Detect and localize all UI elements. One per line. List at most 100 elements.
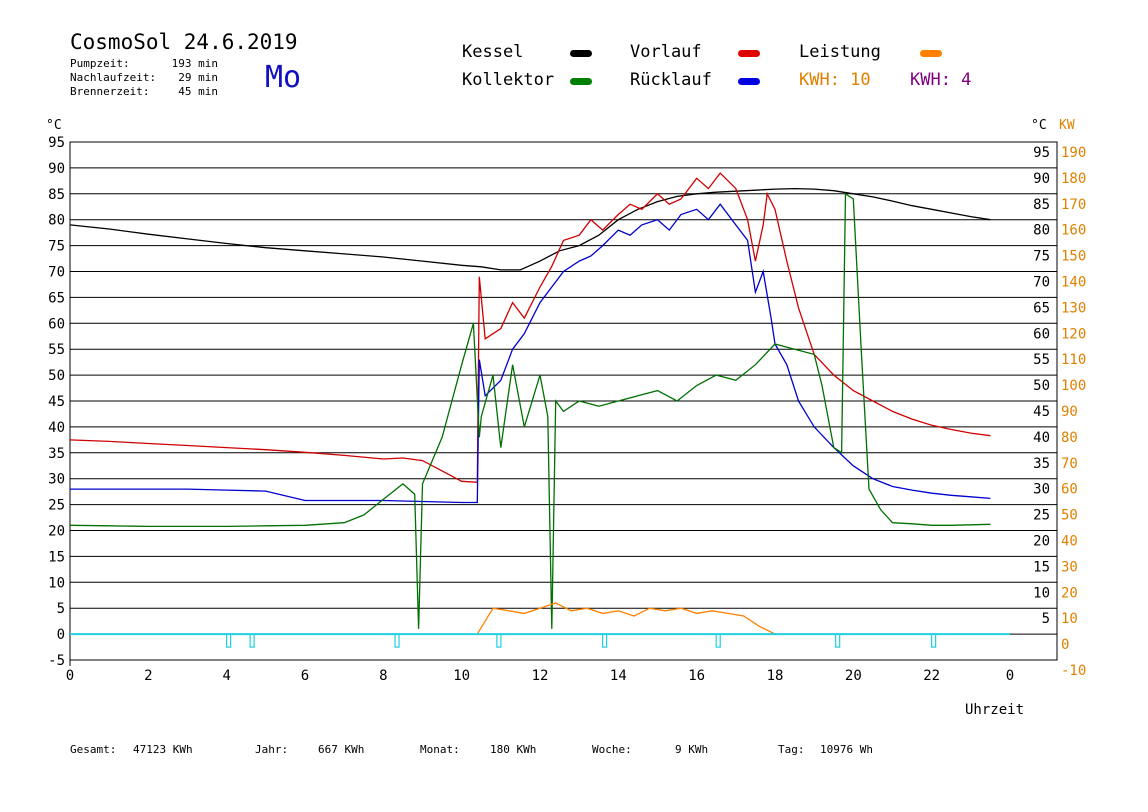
x-tick-label: 22 xyxy=(923,668,940,684)
y-left-tick-label: 70 xyxy=(48,265,65,281)
y-left-tick-label: -5 xyxy=(48,653,65,669)
pump-marker xyxy=(394,633,400,648)
pump-marker xyxy=(835,633,841,648)
monat-label: Monat: xyxy=(420,743,460,756)
y-left-tick-label: 80 xyxy=(48,213,65,229)
woche-label: Woche: xyxy=(592,743,632,756)
y-right-tick-label: 30 xyxy=(1033,482,1050,498)
y-right-tick-label: 15 xyxy=(1033,559,1050,575)
x-tick-label: 8 xyxy=(379,668,387,684)
y-kw-tick-label: 10 xyxy=(1061,611,1078,627)
y-left-tick-label: 60 xyxy=(48,316,65,332)
stat-brennerzeit: Brennerzeit: 45 min xyxy=(70,85,218,98)
y-right-tick-label: 55 xyxy=(1033,352,1050,368)
legend-kollektor-label: Kollektor xyxy=(462,70,555,90)
y-left-tick-label: 95 xyxy=(48,135,65,151)
series-vorlauf-line xyxy=(69,172,991,483)
y-right-unit: °C xyxy=(1031,118,1047,133)
legend-ruecklauf-swatch xyxy=(738,78,760,85)
pump-marker xyxy=(226,633,232,648)
y-right-tick-label: 80 xyxy=(1033,223,1050,239)
y-left-unit: °C xyxy=(46,118,62,133)
y-left-tick-label: 25 xyxy=(48,498,65,514)
y-left-tick-label: 5 xyxy=(57,601,65,617)
y-kw-tick-label: 0 xyxy=(1061,637,1069,653)
y-right-tick-label: 45 xyxy=(1033,404,1050,420)
legend-kessel-swatch xyxy=(570,50,592,57)
summary-bar: Gesamt: 47123 KWh Jahr: 667 KWh Monat: 1… xyxy=(70,743,1070,757)
chart-grid xyxy=(69,141,1058,666)
y-kw-tick-label: 20 xyxy=(1061,585,1078,601)
page-title: CosmoSol 24.6.2019 xyxy=(70,30,298,54)
y-left-tick-label: 10 xyxy=(48,575,65,591)
pump-marker xyxy=(715,633,721,648)
y-right-tick-label: 95 xyxy=(1033,145,1050,161)
x-tick-label: 2 xyxy=(144,668,152,684)
y-kw-tick-label: 70 xyxy=(1061,456,1078,472)
x-tick-label: 16 xyxy=(688,668,705,684)
y-right-tick-label: 85 xyxy=(1033,197,1050,213)
x-tick-label: 18 xyxy=(767,668,784,684)
legend-vorlauf-swatch xyxy=(738,50,760,57)
x-tick-label: 0 xyxy=(66,668,74,684)
y-left-tick-label: 40 xyxy=(48,420,65,436)
y-right-tick-label: 90 xyxy=(1033,171,1050,187)
y-kw-tick-label: 30 xyxy=(1061,559,1078,575)
y-kw-tick-label: 50 xyxy=(1061,508,1078,524)
y-kw-tick-label: 190 xyxy=(1061,145,1086,161)
tag-label: Tag: xyxy=(778,743,805,756)
stat-value: 29 min xyxy=(178,71,218,84)
y-left-tick-label: 55 xyxy=(48,342,65,358)
y-right-tick-label: 20 xyxy=(1033,534,1050,550)
y-left-tick-label: 90 xyxy=(48,161,65,177)
pump-marker xyxy=(931,633,937,648)
y-right-tick-label: 35 xyxy=(1033,456,1050,472)
gesamt-label: Gesamt: xyxy=(70,743,117,756)
legend-vorlauf-label: Vorlauf xyxy=(630,42,702,62)
y-kw-tick-label: 170 xyxy=(1061,197,1086,213)
y-left-tick-label: 75 xyxy=(48,239,65,255)
y-right-tick-label: 65 xyxy=(1033,300,1050,316)
y-kw-tick-label: 60 xyxy=(1061,482,1078,498)
y-kw-tick-label: 160 xyxy=(1061,223,1086,239)
x-tick-label: 6 xyxy=(301,668,309,684)
legend-ruecklauf-label: Rücklauf xyxy=(630,70,712,90)
y-kw-unit: KW xyxy=(1059,118,1075,133)
stat-label: Nachlaufzeit: xyxy=(70,71,157,84)
y-right-tick-label: 60 xyxy=(1033,326,1050,342)
stat-pumpzeit: Pumpzeit: 193 min xyxy=(70,57,218,70)
y-kw-tick-label: 100 xyxy=(1061,378,1086,394)
y-left-tick-label: 35 xyxy=(48,446,65,462)
y-left-tick-label: 45 xyxy=(48,394,65,410)
y-kw-tick-label: 40 xyxy=(1061,534,1078,550)
y-kw-tick-label: 140 xyxy=(1061,275,1086,291)
jahr-label: Jahr: xyxy=(255,743,289,756)
stat-value: 193 min xyxy=(171,57,218,70)
y-left-tick-label: 50 xyxy=(48,368,65,384)
temperature-chart: 95908580757065605550454035302520151050-5… xyxy=(46,118,1086,718)
y-kw-tick-label: 120 xyxy=(1061,326,1086,342)
y-left-tick-label: 0 xyxy=(57,627,65,643)
x-tick-label: 12 xyxy=(532,668,549,684)
stat-nachlaufzeit: Nachlaufzeit: 29 min xyxy=(70,71,218,84)
series-kessel-line xyxy=(69,187,991,271)
legend-kwh-orange: KWH: 10 xyxy=(799,70,871,90)
pump-markers xyxy=(70,633,1010,648)
y-right-tick-label: 10 xyxy=(1033,585,1050,601)
y-kw-tick-label: 150 xyxy=(1061,249,1086,265)
y-kw-tick-label: 180 xyxy=(1061,171,1086,187)
stat-label: Brennerzeit: xyxy=(70,85,150,98)
x-axis-label: Uhrzeit xyxy=(965,702,1024,718)
y-right-tick-label: 70 xyxy=(1033,275,1050,291)
y-right-tick-label: 40 xyxy=(1033,430,1050,446)
legend-leistung-label: Leistung xyxy=(799,42,881,62)
legend-kwh-purple: KWH: 4 xyxy=(910,70,972,90)
gesamt-value: 47123 KWh xyxy=(133,743,193,756)
y-left-tick-label: 65 xyxy=(48,290,65,306)
weekday-label: Mo xyxy=(265,60,302,95)
x-tick-label: 14 xyxy=(610,668,627,684)
chart-ticks: 95908580757065605550454035302520151050-5… xyxy=(48,135,1086,684)
stat-label: Pumpzeit: xyxy=(70,57,130,70)
y-right-tick-label: 25 xyxy=(1033,508,1050,524)
woche-value: 9 KWh xyxy=(675,743,709,756)
